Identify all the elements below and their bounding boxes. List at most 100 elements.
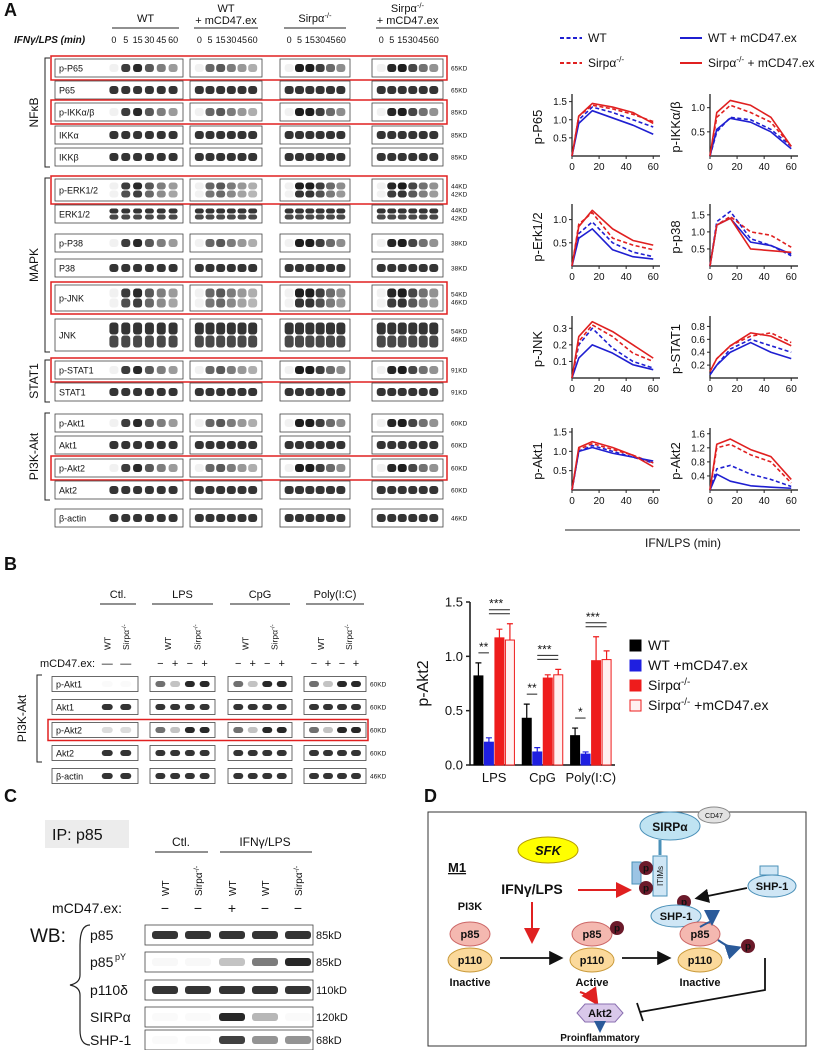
y-tick-label: 0.5: [553, 238, 567, 249]
y-tick-label: 0.5: [553, 133, 567, 144]
kd-marker: 60KD: [451, 421, 468, 428]
blot-band: [144, 388, 154, 396]
y-axis-label: p-IKKα/β: [668, 101, 683, 152]
x-tick-label: 40: [621, 272, 633, 283]
y-tick-label: 1.0: [691, 227, 705, 238]
blot-band: [429, 486, 439, 494]
blot-row-label: IKKβ: [59, 153, 79, 163]
blot-band: [284, 486, 294, 494]
blot-band: [376, 190, 386, 198]
blot-band: [408, 322, 418, 335]
y-tick-label: 1.2: [691, 443, 705, 454]
blot-band: [248, 239, 258, 247]
blot-band: [184, 681, 195, 687]
blot-band: [121, 288, 131, 298]
blot-row-label: p-P38: [59, 239, 83, 249]
blot-frame: [149, 722, 216, 738]
blot-band: [295, 64, 304, 72]
blot-band: [237, 264, 247, 272]
blot-band: [237, 64, 247, 72]
blot-band: [408, 441, 418, 449]
blot-band: [429, 108, 439, 116]
blot-band: [387, 86, 397, 94]
blot-row-label-sup: pY: [115, 952, 126, 962]
bar: [473, 675, 484, 766]
blot-band: [276, 704, 287, 710]
blot-band: [309, 750, 319, 756]
blot-band: [295, 322, 304, 335]
blot-band: [237, 335, 247, 348]
x-tick-label: 0: [707, 162, 713, 173]
blot-band: [205, 131, 215, 139]
group-header: LPS: [172, 589, 193, 601]
blot-band: [295, 153, 304, 161]
blot-frame: [371, 508, 444, 528]
y-tick-label: 0.6: [691, 335, 705, 346]
itims-label: ITIMs: [656, 866, 665, 886]
blot-frame: [371, 80, 444, 100]
lane-label: Sirpα-/-: [121, 624, 131, 650]
error-bar: [475, 662, 482, 676]
blot-frame: [144, 951, 314, 973]
blot-band: [226, 86, 236, 94]
blot-band: [309, 727, 319, 733]
blot-band: [101, 704, 113, 710]
x-tick-label: 0: [707, 272, 713, 283]
blot-band: [120, 773, 132, 779]
legend-swatch: [629, 659, 642, 672]
blot-band: [237, 388, 247, 396]
blot-band: [205, 441, 215, 449]
blot-row-label: p-STAT1: [59, 366, 94, 376]
treatment-sign: +: [172, 658, 178, 670]
blot-band: [285, 1036, 311, 1044]
blot-band: [408, 486, 418, 494]
blot-band: [194, 131, 204, 139]
blot-band: [376, 322, 386, 335]
blot-band: [376, 388, 386, 396]
blot-band: [133, 264, 143, 272]
blot-band: [295, 298, 304, 308]
blot-band: [387, 214, 397, 220]
blot-band: [170, 727, 181, 733]
time-label: 45: [237, 35, 247, 45]
blot-frame: [371, 204, 444, 224]
blot-band: [226, 298, 236, 308]
blot-band: [295, 486, 304, 494]
blot-band: [226, 514, 236, 522]
highlight-box: [50, 281, 448, 315]
lane-label: Sirpα-/-: [192, 624, 202, 650]
blot-frame: [227, 722, 293, 738]
blot-band: [418, 514, 428, 522]
p110-label: p110: [580, 955, 604, 967]
significance-label: *: [578, 705, 583, 719]
blot-band: [168, 514, 178, 522]
p110-node: [569, 947, 615, 973]
blot-band: [152, 958, 178, 966]
kd-marker: 91KD: [451, 368, 468, 375]
p85-label: p85: [461, 929, 480, 941]
brace: [69, 924, 91, 1046]
blot-band: [194, 419, 204, 427]
blot-band: [170, 681, 181, 687]
blot-band: [315, 208, 325, 214]
blot-band: [376, 366, 386, 374]
blot-band: [237, 190, 247, 198]
blot-band: [248, 153, 258, 161]
treatment-sign: —: [120, 658, 131, 670]
blot-band: [397, 239, 407, 247]
blot-band: [295, 214, 304, 220]
blot-frame: [54, 147, 184, 167]
y-axis-label: p-JNK: [530, 331, 545, 367]
itims-box: [652, 855, 668, 897]
blot-band: [170, 704, 181, 710]
blot-band: [219, 1036, 245, 1044]
blot-band: [170, 750, 181, 756]
blot-band: [336, 335, 346, 348]
time-label: 45: [418, 35, 428, 45]
time-label: 60: [336, 35, 346, 45]
data-line: [571, 344, 654, 379]
blot-band: [305, 366, 315, 374]
error-bar: [544, 674, 551, 679]
blot-band: [326, 486, 335, 494]
blot-band: [295, 264, 304, 272]
